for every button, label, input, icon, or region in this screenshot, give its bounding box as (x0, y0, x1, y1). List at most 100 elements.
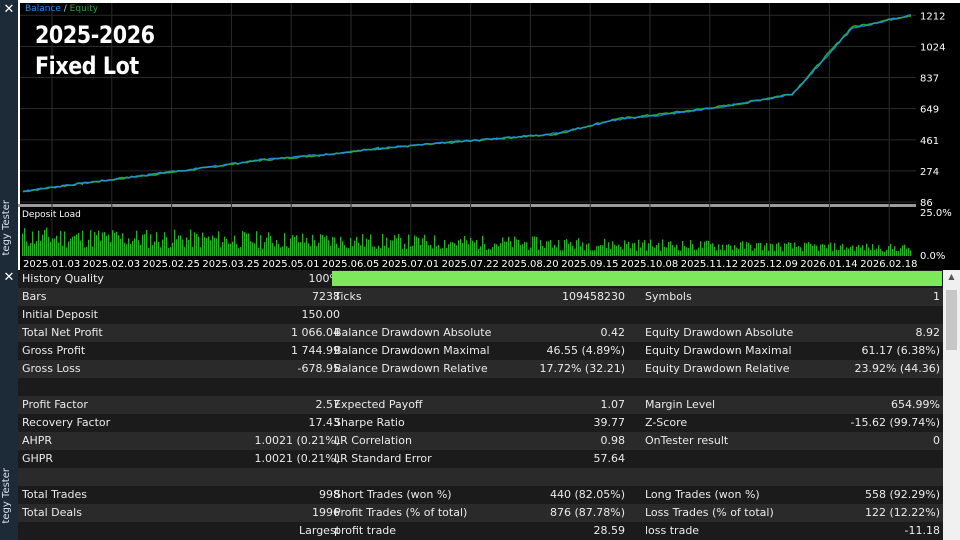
deposit-load-bar (836, 249, 838, 256)
deposit-load-bar (902, 245, 904, 256)
deposit-load-bar (300, 242, 302, 256)
deposit-load-bar (864, 250, 866, 256)
deposit-load-bar (796, 246, 798, 256)
deposit-load-bar (876, 248, 878, 256)
deposit-load-bar (56, 235, 58, 256)
deposit-load-bar (768, 250, 770, 256)
deposit-load-bar (336, 243, 338, 256)
deposit-load-bar (532, 236, 534, 256)
deposit-load-bar (848, 248, 850, 256)
deposit-load-bar (754, 248, 756, 256)
deposit-load-bar (456, 245, 458, 256)
deposit-load-bar (440, 248, 442, 256)
report-scrollbar[interactable]: ▲ (943, 270, 960, 540)
metric-value: 28.59 (593, 524, 626, 537)
deposit-load-bar (800, 247, 802, 256)
deposit-load-bar (364, 246, 366, 256)
deposit-load-bar (84, 247, 86, 256)
deposit-load-bar (64, 231, 66, 256)
deposit-load-bar (128, 238, 130, 256)
deposit-load-bar (386, 237, 388, 256)
deposit-load-bar (722, 244, 724, 256)
metric-value: 150.00 (301, 308, 341, 321)
deposit-load-bar (36, 240, 38, 256)
deposit-load-bar (510, 241, 512, 256)
deposit-load-bar (786, 243, 788, 256)
deposit-load-bar (746, 242, 748, 256)
deposit-load-bar (220, 247, 222, 256)
deposit-load-bar (732, 249, 734, 256)
deposit-load-bar (720, 249, 722, 256)
deposit-load-bar (376, 248, 378, 256)
metric-label (334, 378, 494, 396)
metric-value: 1.0021 (0.21%) (254, 452, 340, 465)
deposit-load-bar (634, 242, 636, 256)
deposit-load-bar (298, 242, 300, 256)
deposit-load-bar (144, 234, 146, 256)
deposit-load-bar (446, 247, 448, 256)
close-icon[interactable]: ✕ (3, 2, 15, 17)
deposit-load-bar (508, 236, 510, 256)
metric-label: LR Standard Error (334, 452, 432, 465)
scrollbar-thumb[interactable] (946, 290, 957, 350)
deposit-load-bar (814, 244, 816, 256)
metric-value: 1 (933, 290, 940, 303)
deposit-load-bar (272, 243, 274, 256)
deposit-load-bar (208, 236, 210, 256)
deposit-load-bar (348, 248, 350, 256)
metric-value: 654.99% (891, 398, 940, 411)
metric-label: Profit Factor (22, 398, 88, 411)
metric-label: loss trade (645, 524, 700, 537)
close-icon[interactable]: ✕ (3, 270, 15, 285)
metric-value: 17.72% (32.21) (539, 362, 625, 375)
deposit-load-bar (638, 239, 640, 256)
deposit-load-bar (568, 243, 570, 256)
deposit-load-bar (624, 240, 626, 256)
deposit-load-bar (618, 244, 620, 256)
deposit-load-tick: 0.0% (920, 251, 945, 262)
x-tick-label: 2025.07.01 (382, 259, 439, 270)
legend-equity: Equity (69, 4, 99, 14)
deposit-load-bar (620, 246, 622, 256)
x-tick-label: 2025.05.01 (262, 259, 319, 270)
deposit-load-bar (34, 243, 36, 256)
deposit-load-bar (550, 240, 552, 256)
deposit-load-bar (230, 243, 232, 256)
deposit-load-bar (382, 233, 384, 256)
metric-value: 0 (933, 434, 940, 447)
scroll-up-arrow-icon[interactable]: ▲ (948, 272, 955, 281)
metric-value: 0.98 (600, 434, 626, 447)
strategy-tester-tab-label[interactable]: tegy Tester (1, 468, 12, 524)
deposit-load-bar (186, 237, 188, 256)
metric-label: Balance Drawdown Relative (334, 362, 488, 375)
deposit-load-bar (224, 236, 226, 256)
report-row (18, 378, 943, 396)
metric-value: -678.95 (297, 362, 340, 375)
metric-label: Z-Score (645, 416, 688, 429)
strategy-tester-tab-label[interactable]: tegy Tester (1, 200, 12, 256)
deposit-load-bar (66, 247, 68, 256)
deposit-load-bar (236, 244, 238, 256)
deposit-load-bar (590, 250, 592, 256)
deposit-load-bar (784, 243, 786, 256)
deposit-load-bar (190, 229, 192, 256)
deposit-load-bar (160, 247, 162, 256)
deposit-load-bar (454, 243, 456, 256)
deposit-load-bar (32, 231, 34, 256)
report-row: Total Deals 1996 Profit Trades (% of total… (18, 504, 943, 522)
deposit-load-bar (614, 244, 616, 256)
metric-label (22, 468, 182, 486)
deposit-load-bar (704, 241, 706, 256)
deposit-load-bar (318, 242, 320, 256)
deposit-load-bar (328, 240, 330, 256)
deposit-load-bar (174, 229, 176, 256)
report-row: Gross Profit 1 744.99 Balance Drawdown Max… (18, 342, 943, 360)
deposit-load-bar (778, 242, 780, 256)
deposit-load-bar (408, 234, 410, 256)
deposit-load-bar (512, 247, 514, 256)
metric-value: 1 066.04 (291, 326, 340, 339)
deposit-load-bar (130, 244, 132, 256)
deposit-load-bar (586, 244, 588, 256)
deposit-load-bar (322, 235, 324, 256)
